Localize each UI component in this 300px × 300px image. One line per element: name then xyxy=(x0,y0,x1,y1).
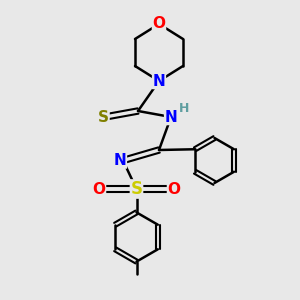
Text: N: N xyxy=(165,110,177,124)
Text: H: H xyxy=(179,102,190,115)
Text: O: O xyxy=(167,182,181,196)
Text: O: O xyxy=(152,16,166,32)
Text: S: S xyxy=(130,180,142,198)
Text: O: O xyxy=(92,182,106,196)
Text: S: S xyxy=(98,110,109,124)
Text: N: N xyxy=(153,74,165,88)
Text: N: N xyxy=(114,153,126,168)
